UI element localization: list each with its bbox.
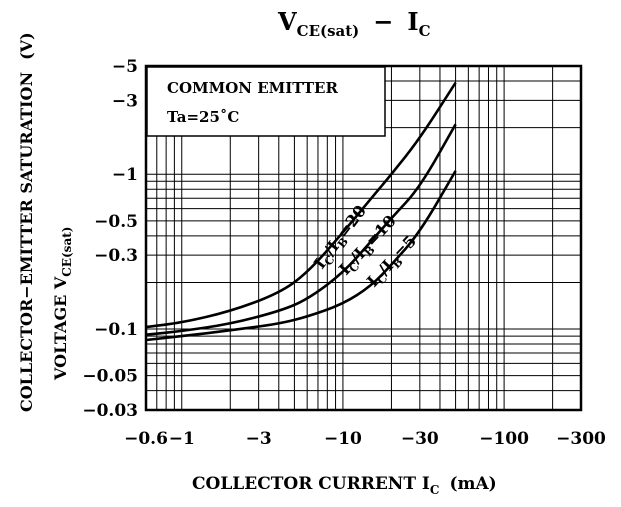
x-tick-label: −0.6 bbox=[124, 429, 168, 449]
y-axis-label-sub: CE(sat) bbox=[60, 227, 74, 277]
tick-labels: −0.6 −1 −3 −10 −30 −100 −300−5−3−1−0.5−0.3−0.1… bbox=[82, 57, 606, 449]
x-axis-label-text: COLLECTOR CURRENT I bbox=[192, 474, 430, 494]
y-axis-label-text: COLLECTOR−EMITTER SATURATION bbox=[17, 72, 36, 412]
y-tick-label: −1 bbox=[112, 165, 138, 185]
series-line-2 bbox=[145, 170, 457, 342]
y-axis-label-line2: VOLTAGE VCE(sat) bbox=[51, 227, 74, 381]
title-dash: − bbox=[373, 7, 393, 36]
x-tick-label: −100 bbox=[479, 429, 529, 449]
y-axis-label-line1: COLLECTOR−EMITTER SATURATION (V) bbox=[17, 32, 36, 412]
y-tick-label: −0.03 bbox=[82, 401, 138, 421]
series-line-1 bbox=[145, 123, 457, 336]
x-axis-label-sub: C bbox=[430, 483, 440, 497]
x-tick-label: −30 bbox=[401, 429, 439, 449]
title-main: V bbox=[277, 7, 297, 36]
annotation-box bbox=[146, 66, 386, 137]
x-axis-label: COLLECTOR CURRENT IC (mA) bbox=[192, 474, 497, 497]
x-tick-label: −1 bbox=[169, 429, 195, 449]
annotation-common-emitter: COMMON EMITTER bbox=[167, 79, 338, 97]
x-axis-label-unit: (mA) bbox=[449, 474, 496, 494]
title-sub: CE(sat) bbox=[297, 22, 360, 40]
plot-frame bbox=[144, 64, 583, 412]
chart-title: VCE(sat) − IC bbox=[277, 7, 431, 40]
x-tick-label: −10 bbox=[324, 429, 362, 449]
y-tick-label: −0.1 bbox=[94, 320, 138, 340]
title-ic: I bbox=[407, 7, 418, 36]
annotation-temperature: Ta=25˚C bbox=[167, 108, 239, 126]
title-ic-sub: C bbox=[419, 22, 431, 40]
y-tick-label: −3 bbox=[112, 91, 138, 111]
x-tick-label: −3 bbox=[246, 429, 272, 449]
y-tick-label: −0.05 bbox=[82, 367, 138, 387]
y-tick-label: −0.3 bbox=[94, 246, 138, 266]
y-tick-label: −5 bbox=[112, 57, 138, 77]
y-axis-label-voltage: VOLTAGE V bbox=[51, 276, 70, 381]
y-axis-label-unit: (V) bbox=[17, 32, 36, 60]
series-line-0 bbox=[145, 81, 457, 329]
x-tick-label: −300 bbox=[556, 429, 606, 449]
curves bbox=[145, 81, 457, 342]
y-tick-label: −0.5 bbox=[94, 212, 138, 232]
